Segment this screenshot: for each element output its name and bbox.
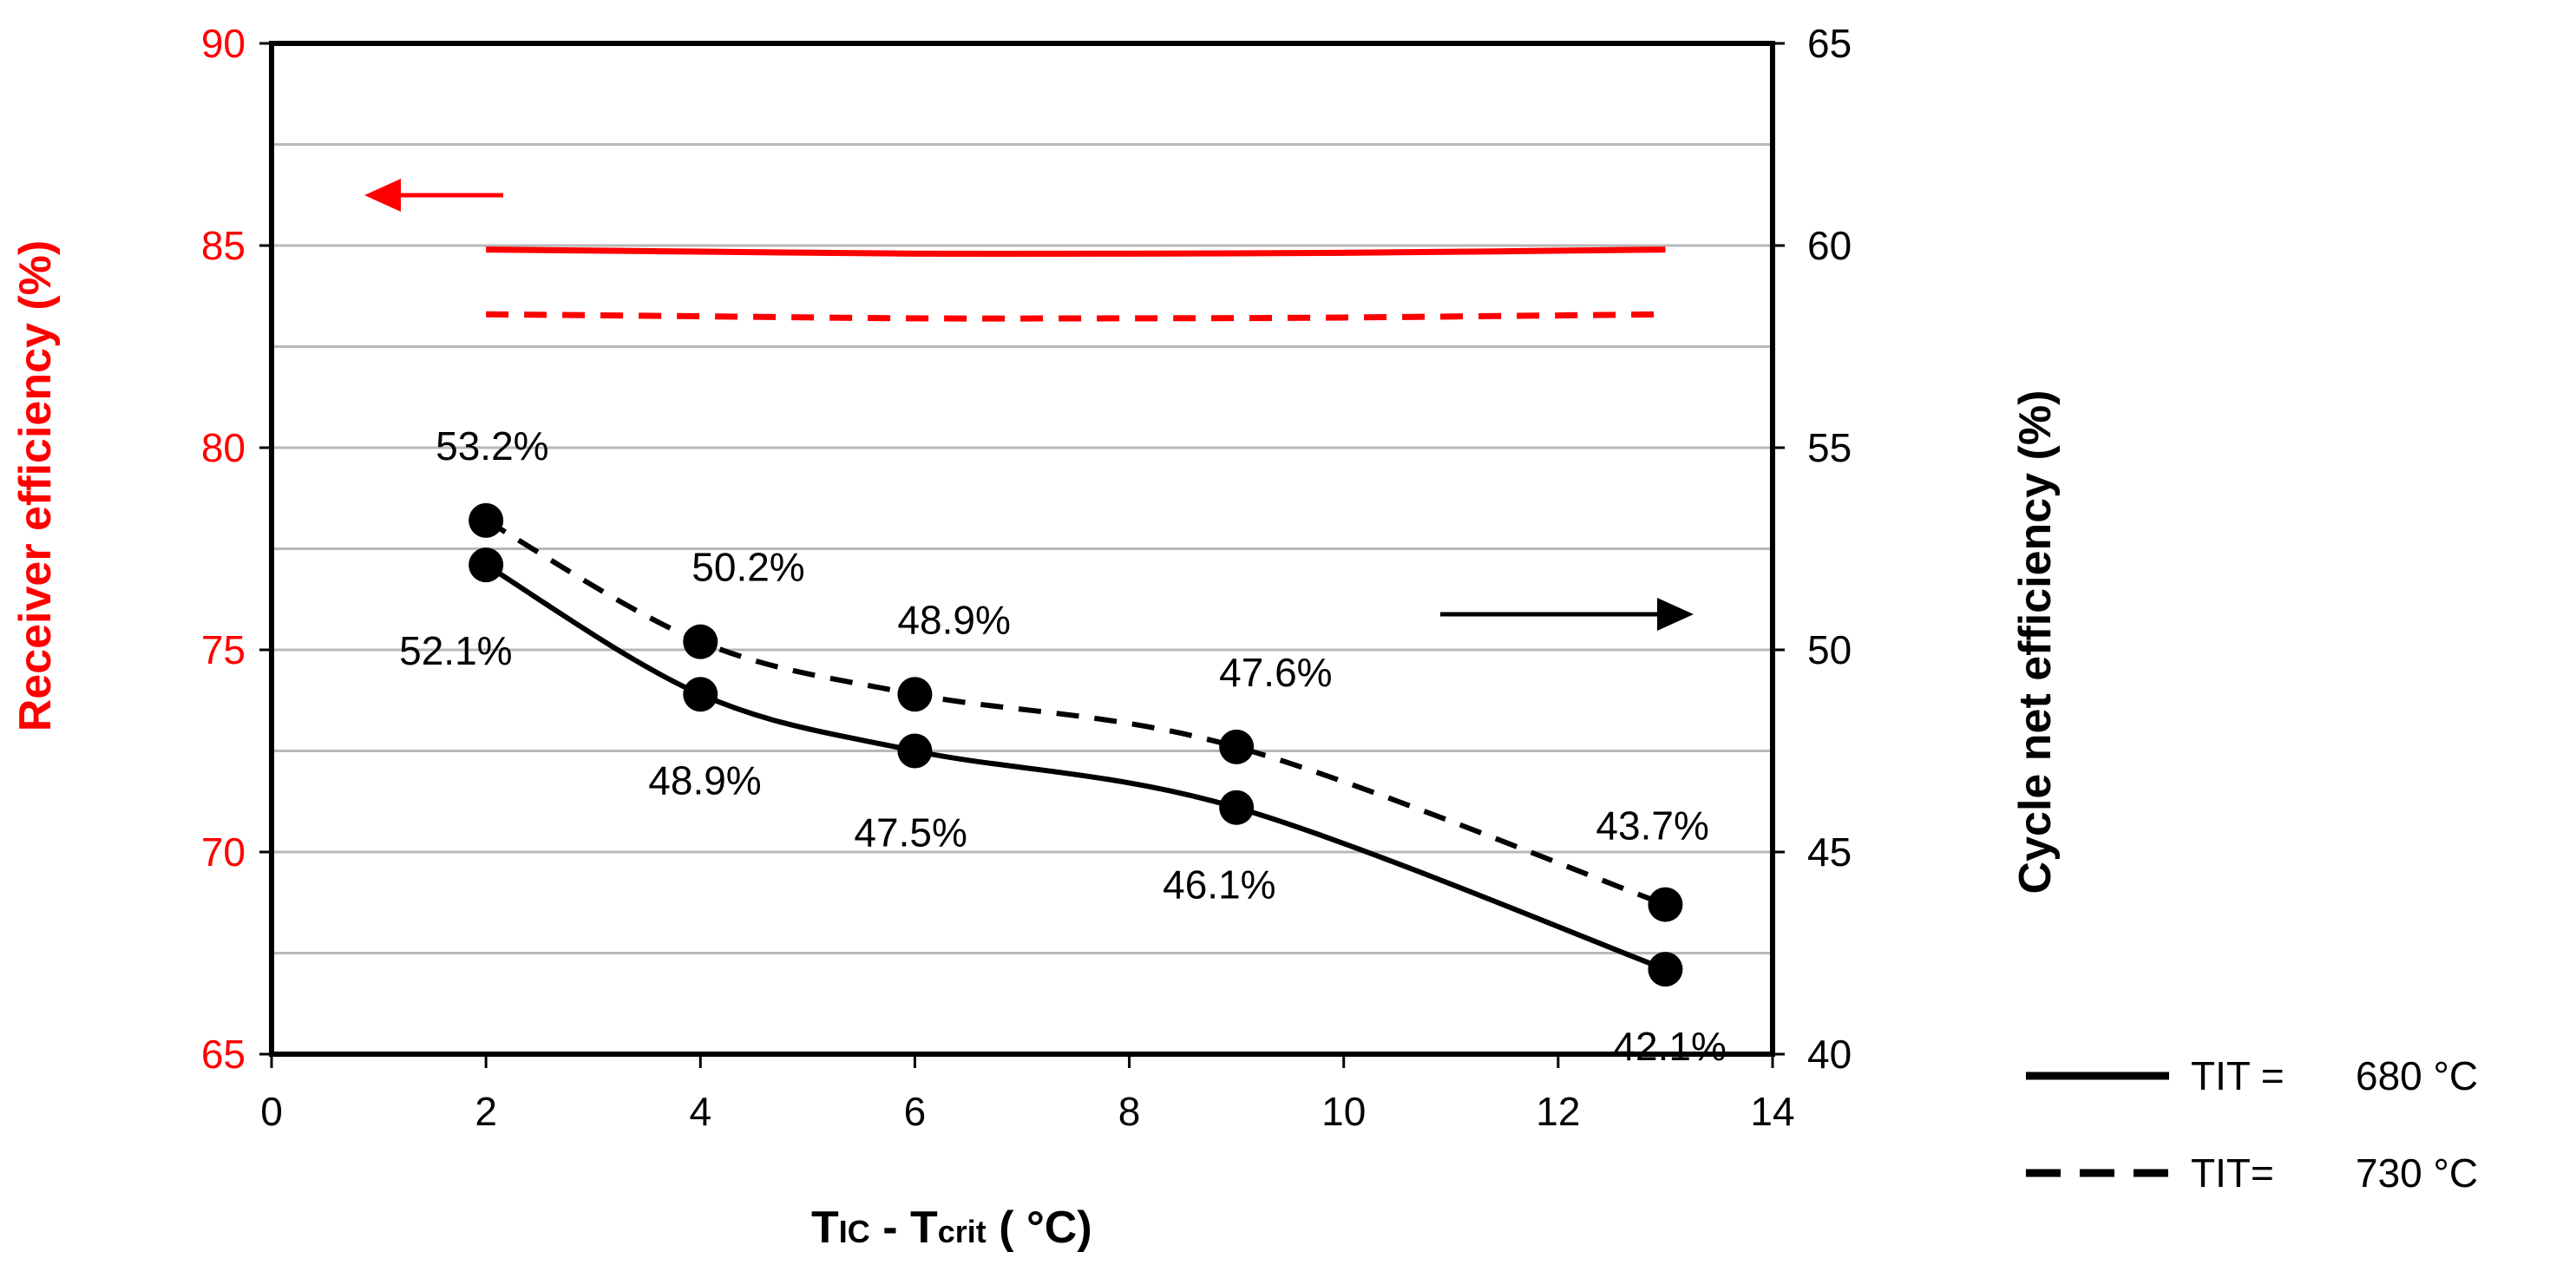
x-tick-label: 0 (260, 1089, 283, 1134)
right-tick-label: 60 (1807, 223, 1852, 268)
x-axis-title: TIC - Tcrit ( °C) (811, 1203, 1092, 1253)
x-title-main: T (811, 1203, 839, 1253)
series-2-marker (897, 733, 933, 769)
legend-prefix-730: TIT= (2191, 1150, 2274, 1196)
x-tick-label: 6 (904, 1089, 927, 1134)
series-2-marker (1219, 790, 1255, 825)
x-tick-label: 14 (1750, 1089, 1794, 1134)
series-3-data-label: 50.2% (692, 545, 804, 590)
series-3-data-label: 43.7% (1596, 803, 1708, 849)
series-2-data-label: 48.9% (648, 757, 761, 803)
left-tick-label: 80 (201, 425, 246, 470)
series-3-marker (1648, 887, 1683, 922)
legend-value-730: 730 °C (2356, 1150, 2478, 1196)
x-title-mid: - T (870, 1203, 938, 1253)
x-tick-label: 10 (1321, 1089, 1366, 1134)
legend: TIT = 680 °C TIT= 730 °C (2026, 1053, 2478, 1196)
series-3-marker (897, 677, 933, 712)
right-tick-label: 50 (1807, 627, 1852, 672)
y-right-title: Cycle net efficiency (%) (2010, 390, 2061, 895)
x-title-sub2: crit (938, 1214, 986, 1249)
left-tick-label: 90 (201, 21, 246, 66)
right-tick-label: 65 (1807, 21, 1852, 66)
y-left-title: Receiver efficiency (%) (10, 240, 61, 732)
x-tick-label: 2 (475, 1089, 497, 1134)
series-line-2 (484, 562, 1667, 972)
right-axis-ticks: 40 45 50 55 60 65 (1773, 21, 1852, 1077)
series-2-data-label: 47.5% (854, 810, 967, 855)
plot-frame (269, 41, 1775, 1057)
gridlines (272, 143, 1773, 954)
right-axis-arrow-head (1657, 598, 1694, 631)
series-line-1 (486, 311, 1666, 322)
series-2-data-label: 46.1% (1163, 862, 1275, 908)
series-3-marker (683, 624, 718, 659)
series-3-data-label: 47.6% (1219, 650, 1332, 695)
x-tick-label: 8 (1118, 1089, 1141, 1134)
series (469, 246, 1683, 987)
series-3-data-label: 48.9% (897, 597, 1010, 642)
right-tick-label: 55 (1807, 425, 1852, 470)
series-2-marker (469, 547, 504, 583)
x-axis-ticks: 0 2 4 6 8 10 12 14 (260, 1054, 1795, 1134)
axis-arrows (364, 179, 1694, 631)
series-3-data-label: 53.2% (436, 423, 548, 469)
right-tick-label: 40 (1807, 1032, 1852, 1077)
series-2-data-label: 42.1% (1613, 1024, 1726, 1069)
series-2-marker (1648, 952, 1683, 987)
series-2-data-label: 52.1% (399, 628, 512, 673)
left-tick-label: 70 (201, 829, 246, 875)
x-title-unit: ( °C) (986, 1203, 1092, 1253)
x-tick-label: 4 (689, 1089, 711, 1134)
series-line-3 (484, 518, 1667, 908)
left-axis-ticks: 65 70 75 80 85 90 (201, 21, 272, 1077)
series-line-0 (486, 246, 1666, 258)
right-tick-label: 45 (1807, 829, 1852, 875)
legend-value-680: 680 °C (2356, 1053, 2478, 1098)
x-title-sub1: IC (839, 1214, 870, 1249)
left-tick-label: 75 (201, 627, 246, 672)
x-tick-label: 12 (1536, 1089, 1580, 1134)
left-tick-label: 65 (201, 1032, 246, 1077)
data-labels: 52.1% 48.9% 47.5% 46.1% 42.1% 53.2% 50.2% 48.9%… (399, 423, 1727, 1069)
left-axis-arrow-head (364, 179, 401, 212)
legend-prefix-680: TIT = (2191, 1053, 2284, 1098)
series-2-marker (683, 677, 718, 712)
series-3-marker (1219, 729, 1255, 764)
series-3-marker (469, 502, 504, 538)
left-tick-label: 85 (201, 223, 246, 268)
